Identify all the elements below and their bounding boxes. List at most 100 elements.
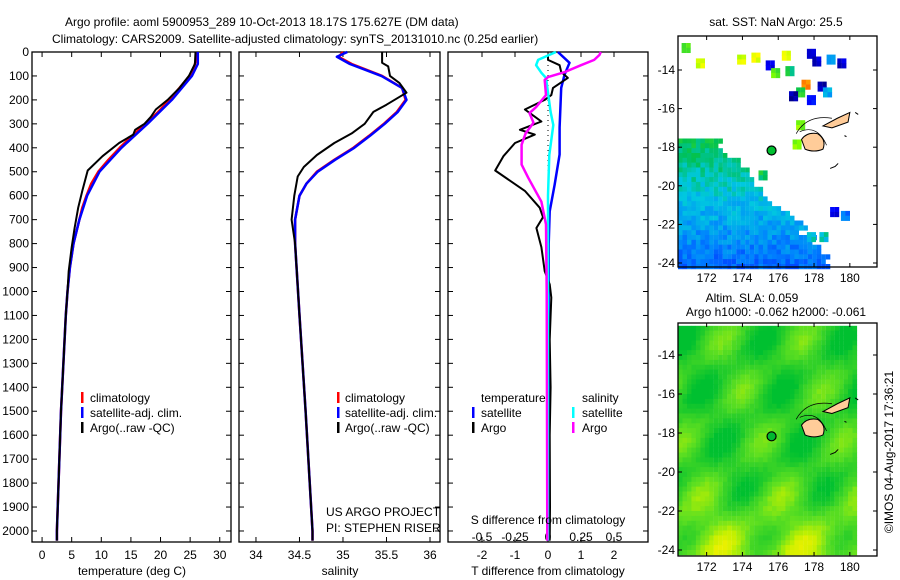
data-cell [852,530,858,536]
data-cell [745,172,750,178]
data-cell [798,259,804,265]
data-cell [754,511,759,517]
data-cell [785,394,790,400]
data-cell [754,540,759,546]
data-cell [763,325,768,332]
data-cell [740,230,746,236]
data-cell [727,220,732,226]
data-cell [758,452,764,458]
data-cell [722,355,728,361]
data-cell [785,330,790,336]
data-cell [806,99,812,106]
data-cell [731,423,737,429]
data-cell [798,374,804,380]
data-cell [682,215,688,221]
data-cell [749,206,755,212]
data-cell [718,259,723,265]
data-cell [758,457,764,463]
data-cell [834,374,840,380]
data-cell [745,239,750,246]
data-cell [736,511,741,517]
data-cell [830,369,835,375]
data-cell [852,423,858,429]
data-cell [731,540,737,546]
data-cell [678,476,683,483]
data-cell [780,244,786,250]
data-cell [709,350,714,356]
data-cell [852,535,858,541]
data-cell [687,167,692,173]
data-cell [687,206,692,212]
data-cell [700,63,705,69]
data-cell [767,244,773,250]
data-cell [763,196,768,202]
series-line-climatology [293,51,407,541]
data-cell [691,225,696,231]
data-cell [691,369,696,375]
data-cell [758,235,764,241]
data-cell [803,359,808,366]
data-cell [695,239,701,246]
data-cell [776,501,782,507]
data-cell [740,428,746,434]
data-cell [839,325,844,332]
data-cell [798,511,804,517]
data-cell [704,167,710,173]
data-cell [682,476,688,483]
data-cell [807,476,813,483]
data-cell [852,359,858,366]
data-cell [713,355,719,361]
data-cell [852,550,858,556]
data-cell [776,462,782,468]
data-cell [754,210,759,217]
data-cell [780,428,786,434]
s-tick-label: -0.5 [472,530,493,544]
data-cell [776,364,782,371]
data-cell [754,239,759,246]
data-cell [794,535,799,541]
data-cell [758,350,764,356]
data-cell [740,350,746,356]
data-cell [736,472,741,478]
data-cell [767,418,773,424]
data-cell [785,259,790,265]
data-cell [767,506,773,512]
data-cell [731,501,737,507]
data-cell [758,413,764,419]
data-cell [745,423,750,429]
data-cell [700,330,705,336]
data-cell [704,452,710,458]
data-cell [780,254,786,260]
data-cell [745,210,750,217]
data-cell [816,374,822,380]
data-cell [776,249,782,255]
x-tick-label: 15 [124,548,138,562]
data-cell [807,491,813,497]
data-cell [700,472,705,478]
data-cell [682,350,688,356]
data-cell [682,384,688,390]
data-cell [776,535,782,541]
data-cell [839,486,844,492]
data-cell [713,374,719,380]
data-cell [834,525,840,531]
data-cell [772,259,777,265]
data-cell [749,437,755,444]
data-cell [798,462,804,468]
small-islands [829,112,859,169]
data-cell [794,472,799,478]
data-cell [678,520,683,527]
data-cell [682,394,688,400]
data-cell [722,447,728,453]
data-cell [695,325,701,332]
data-cell [695,254,701,260]
data-cell [794,374,799,380]
data-cell [749,325,755,332]
data-cell [785,335,790,341]
data-cell [687,496,692,502]
data-cell [780,220,786,226]
data-cell [687,254,692,260]
data-cell [687,355,692,361]
data-cell [687,408,692,414]
data-cell [740,408,746,414]
